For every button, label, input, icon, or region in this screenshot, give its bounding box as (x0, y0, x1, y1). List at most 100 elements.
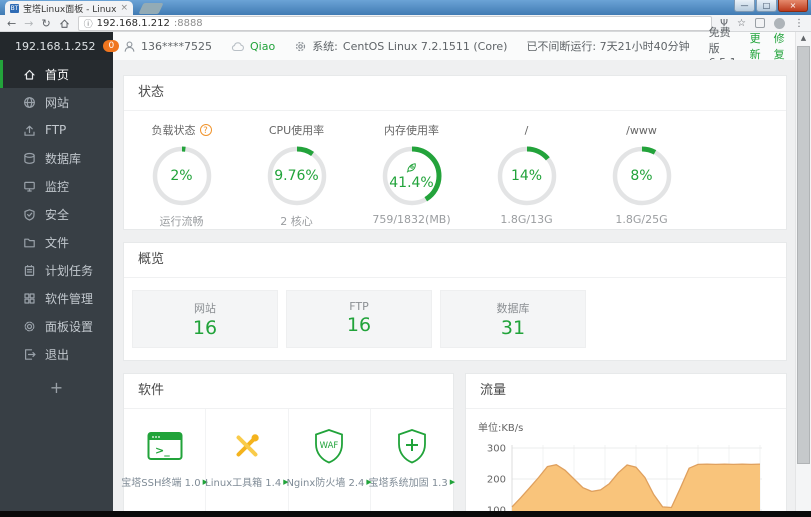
sidebar-item-database[interactable]: 数据库 (0, 144, 113, 172)
gauge-value: 41.4% (389, 175, 434, 191)
extension-icon[interactable]: Ψ (720, 17, 729, 29)
sidebar-item-logout[interactable]: 退出 (0, 340, 113, 368)
overview-site[interactable]: 网站 16 (132, 290, 278, 348)
gauge-cpu: CPU使用率 9.76% 2 核心 (239, 122, 354, 229)
traffic-chart: 300 200 100 (487, 444, 762, 517)
software-item-toolbox[interactable]: Linux工具箱 1.4 ▶ (205, 409, 289, 513)
grid-icon (24, 292, 35, 304)
scrollbar[interactable]: ▲ (795, 32, 811, 511)
system-info: 系统: CentOS Linux 7.2.1511 (Core) (294, 38, 507, 54)
sidebar-item-security[interactable]: 安全 (0, 200, 113, 228)
browser-tab[interactable]: BT 宝塔Linux面板 - Linux版 × (5, 1, 133, 15)
url-host: 192.168.1.212 (96, 17, 170, 29)
gauge-sub: 运行流畅 (159, 215, 204, 228)
chart-unit-label: 单位:KB/s (478, 423, 524, 434)
sidebar-item-website[interactable]: 网站 (0, 88, 113, 116)
cloud-account[interactable]: Qiao (231, 40, 275, 53)
software-item-waf[interactable]: WAF Nginx防火墙 2.4 ▶ (286, 409, 372, 513)
sidebar-item-software[interactable]: 软件管理 (0, 284, 113, 312)
phone-number: 136****7525 (141, 39, 212, 53)
help-icon[interactable]: ? (199, 124, 212, 136)
logout-icon (25, 348, 36, 360)
home-icon (24, 69, 35, 80)
forward-icon: → (24, 16, 34, 30)
ytick-200: 200 (487, 475, 506, 486)
play-icon: ▶ (449, 477, 456, 486)
scroll-up-arrow[interactable]: ▲ (800, 34, 807, 42)
status-card: 状态 负载状态? 2% 运行流畅 CPU使用率 9.76% (123, 75, 787, 230)
clipboard-icon (24, 264, 35, 276)
new-tab-button[interactable] (138, 3, 164, 14)
overview-card: 概览 网站 16 FTP 16 数据库 31 (123, 242, 787, 361)
header-meta: 136****7525 Qiao 系统: CentOS Linux 7.2.15… (113, 26, 809, 69)
globe-icon (24, 96, 35, 108)
ftp-count: 16 (346, 314, 372, 336)
gauge-sub: 1.8G/13G (500, 213, 553, 226)
close-button[interactable]: × (778, 0, 808, 12)
sidebar-item-monitor[interactable]: 监控 (0, 172, 113, 200)
play-icon: ▶ (366, 477, 372, 486)
gauge-value: 14% (510, 168, 543, 184)
svg-text:>_: >_ (155, 444, 170, 457)
gauge-value: 2% (170, 168, 193, 184)
software-item-harden[interactable]: 宝塔系统加固 1.3 ▶ (369, 409, 456, 513)
sidebar-item-ftp[interactable]: FTP (0, 116, 113, 144)
software-title: 软件 (124, 374, 453, 409)
bound-phone[interactable]: 136****7525 (123, 40, 212, 53)
upstream-line (511, 463, 761, 509)
gauge-ring: 41.4% (381, 145, 443, 207)
sidebar-item-cron[interactable]: 计划任务 (0, 256, 113, 284)
tab-close-icon[interactable]: × (120, 3, 128, 13)
gauge-ring: 9.76% (266, 145, 328, 207)
minimize-button[interactable]: — (734, 0, 755, 12)
gauge-disk-www: /www 8% 1.8G/25G (584, 122, 699, 229)
overview-title: 概览 (124, 243, 786, 278)
gauge-row: 负载状态? 2% 运行流畅 CPU使用率 9.76% 2 核心 (124, 111, 786, 229)
sidebar-item-home[interactable]: 首页 (0, 60, 113, 88)
user-icon (124, 40, 135, 52)
svg-text:WAF: WAF (320, 441, 339, 451)
message-badge[interactable]: 0 (103, 40, 120, 52)
rocket-icon[interactable] (405, 161, 418, 174)
overview-ftp[interactable]: FTP 16 (286, 290, 432, 348)
folder-icon (24, 238, 35, 247)
browser-toolbar: ← → ↻ ⓘ 192.168.1.212 :8888 Ψ ☆ ⋮ (0, 15, 811, 32)
window-controls: — □ × (734, 0, 808, 12)
maximize-button[interactable]: □ (756, 0, 777, 12)
sidebar-add-button[interactable]: + (49, 378, 64, 397)
home-icon[interactable] (59, 18, 70, 29)
gauge-memory: 内存使用率 41.4% 759/1832(MB) (354, 122, 469, 229)
main-content: 状态 负载状态? 2% 运行流畅 CPU使用率 9.76% (113, 60, 795, 517)
site-count: 16 (192, 317, 218, 339)
address-bar[interactable]: ⓘ 192.168.1.212 :8888 (77, 15, 713, 31)
gear-icon (24, 321, 35, 331)
bookmark-star-icon[interactable]: ☆ (737, 17, 746, 29)
scrollbar-thumb[interactable] (797, 46, 810, 464)
overview-database[interactable]: 数据库 31 (440, 290, 586, 348)
server-ip-block[interactable]: 192.168.1.252 0 (0, 32, 120, 60)
database-icon (24, 152, 35, 164)
sidebar-item-files[interactable]: 文件 (0, 228, 113, 256)
sidebar: 首页 网站 FTP 数据库 监控 安全 文件 计划任务 (0, 60, 113, 517)
menu-dots-icon[interactable]: ⋮ (794, 17, 804, 29)
tools-icon (230, 424, 264, 468)
repair-link[interactable]: 修复 (773, 32, 785, 61)
sidebar-item-settings[interactable]: 面板设置 (0, 312, 113, 340)
gauge-value: 8% (630, 168, 653, 184)
extension-box-icon[interactable] (755, 18, 765, 28)
software-item-ssh[interactable]: >_ 宝塔SSH终端 1.0 ▶ (121, 409, 208, 513)
gauge-ring: 14% (496, 145, 558, 207)
avatar-icon[interactable] (774, 17, 785, 29)
gauge-disk-root: / 14% 1.8G/13G (469, 122, 584, 229)
play-icon: ▶ (202, 477, 208, 486)
gauge-sub: 759/1832(MB) (372, 213, 451, 226)
screen-bottom-edge (0, 511, 811, 517)
play-icon: ▶ (283, 477, 289, 486)
gauge-value: 9.76% (274, 168, 319, 184)
page-info-icon[interactable]: ⓘ (83, 19, 93, 30)
refresh-icon[interactable]: ↻ (41, 16, 51, 30)
traffic-title: 流量 (466, 374, 786, 409)
update-link[interactable]: 更新 (749, 32, 761, 61)
waf-shield-icon: WAF (313, 424, 345, 468)
back-icon[interactable]: ← (7, 16, 17, 30)
